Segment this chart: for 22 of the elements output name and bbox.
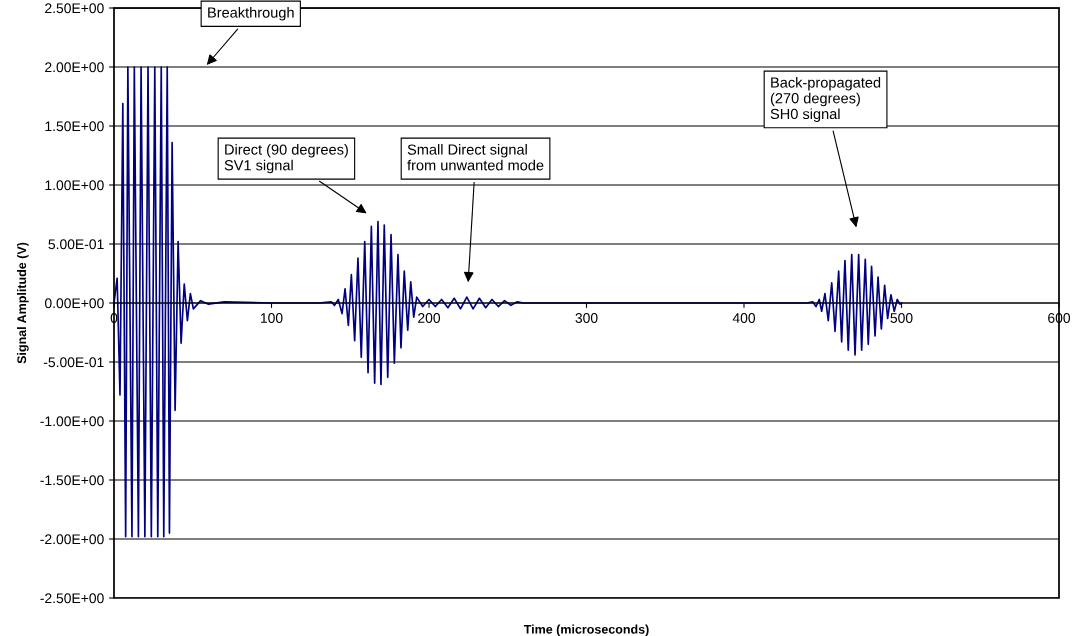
- y-tick-label: 2.50E+00: [45, 3, 104, 14]
- annotation: Breakthrough: [208, 7, 294, 21]
- y-tick-label: -2.50E+00: [40, 593, 104, 604]
- x-tick-label: 100: [260, 313, 283, 323]
- y-axis-title: Signal Amplitude (V): [16, 242, 29, 364]
- annotation: Direct (90 degrees) SV1 signal: [224, 143, 348, 174]
- annotation: Back-propagated (270 degrees) SH0 signal: [770, 76, 881, 122]
- y-tick-label: 5.00E-01: [48, 239, 104, 250]
- annotation: Small Direct signal from unwanted mode: [407, 143, 544, 171]
- x-axis-title: Time (microseconds): [523, 624, 649, 636]
- x-tick-label: 300: [575, 313, 598, 323]
- x-tick-label: 200: [418, 313, 441, 323]
- x-tick-label: 400: [732, 313, 756, 323]
- x-tick-label: 500: [890, 313, 913, 323]
- y-tick-label: 0.00E+00: [44, 298, 104, 309]
- y-tick-label: -1.50E+00: [40, 475, 104, 486]
- y-tick-label: -2.00E+00: [40, 534, 104, 545]
- y-tick-label: 1.00E+00: [45, 180, 104, 191]
- y-tick-label: 2.00E+00: [45, 62, 104, 73]
- y-tick-label: -1.00E+00: [40, 416, 104, 427]
- y-tick-label: -5.00E-01: [43, 357, 104, 368]
- y-tick-label: 1.50E+00: [45, 121, 104, 132]
